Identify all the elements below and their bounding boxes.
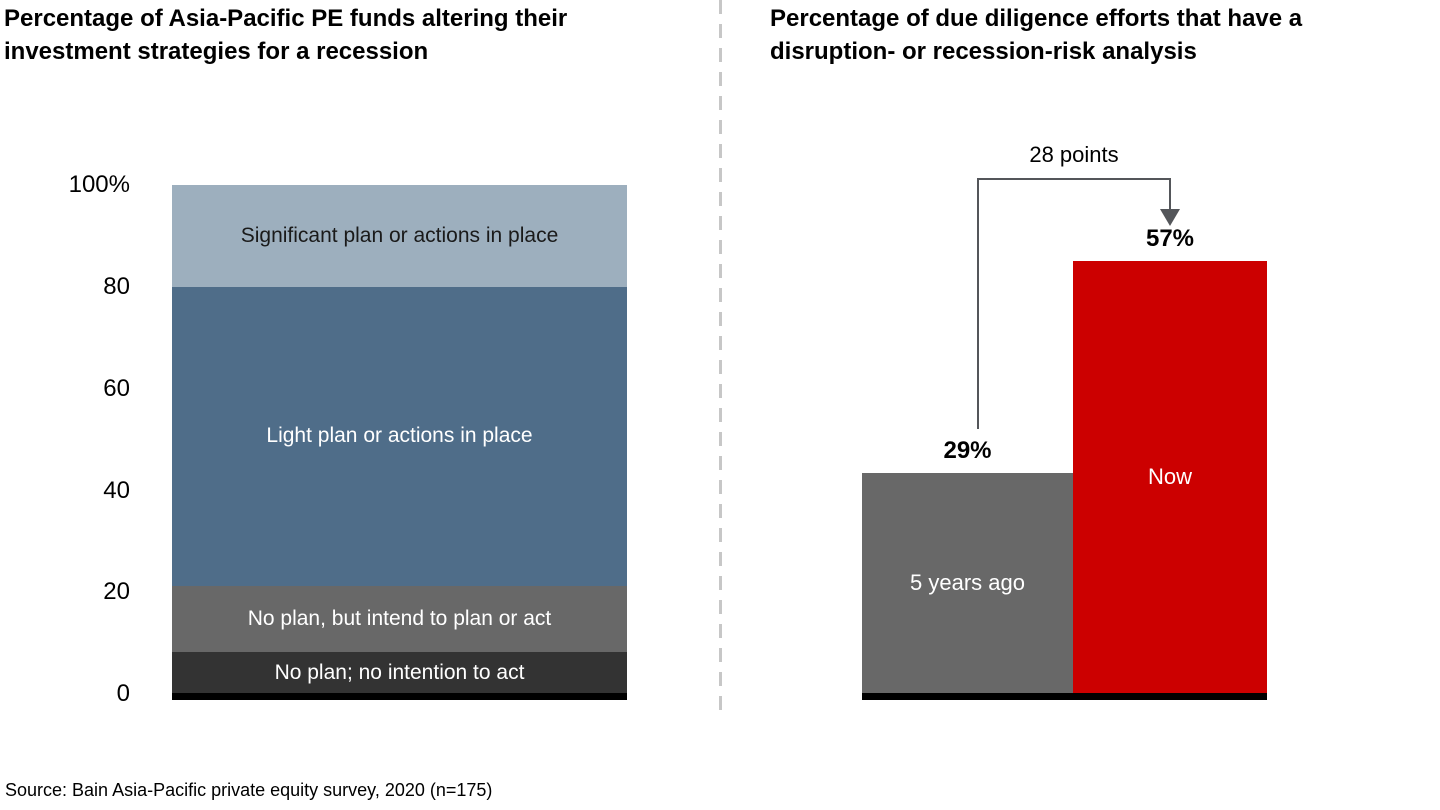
y-tick-100: 100% [68,171,130,198]
left-axis-baseline [172,693,627,700]
bar-5-years-ago: 5 years ago [862,473,1073,693]
segment-label: No plan; no intention to act [274,660,525,684]
segment-label: Significant plan or actions in place [240,223,559,247]
bar-value-label-57: 57% [1145,225,1195,252]
bar-group-now: 57% Now [1073,225,1267,693]
y-tick-40: 40 [103,477,130,504]
source-note: Source: Bain Asia-Pacific private equity… [5,780,493,800]
y-tick-20: 20 [103,578,130,605]
right-chart-title: Percentage of due diligence efforts that… [770,5,1303,65]
segment-no-plan-no-intention: No plan; no intention to act [172,652,627,693]
stacked-column: Significant plan or actions in place Lig… [172,185,627,693]
segment-no-plan-intend: No plan, but intend to plan or act [172,586,627,653]
y-tick-0: 0 [116,680,130,707]
bar-group-5-years-ago: 29% 5 years ago [862,437,1073,693]
bracket-left-vertical-line [977,178,979,429]
segment-significant-plan: Significant plan or actions in place [172,185,627,287]
annotation-28-points: 28 points [1029,142,1119,167]
bracket-horizontal-line [977,178,1171,180]
bar-label: 5 years ago [910,570,1025,595]
y-tick-80: 80 [103,273,130,300]
arrow-down-icon [1160,209,1180,226]
right-axis-baseline [862,693,1267,700]
left-chart-title: Percentage of Asia-Pacific PE funds alte… [4,5,568,65]
y-tick-60: 60 [103,375,130,402]
left-y-axis: 100% 80 60 40 20 0 [30,0,130,710]
bar-now: Now [1073,261,1267,693]
bracket-right-vertical-line [1169,178,1171,210]
segment-label: Light plan or actions in place [266,424,533,448]
panel-divider-dashed-line [719,0,722,710]
segment-light-plan: Light plan or actions in place [172,286,627,587]
bar-label: Now [1147,464,1192,489]
segment-label: No plan, but intend to plan or act [247,607,552,631]
bar-value-label-29: 29% [943,437,992,464]
